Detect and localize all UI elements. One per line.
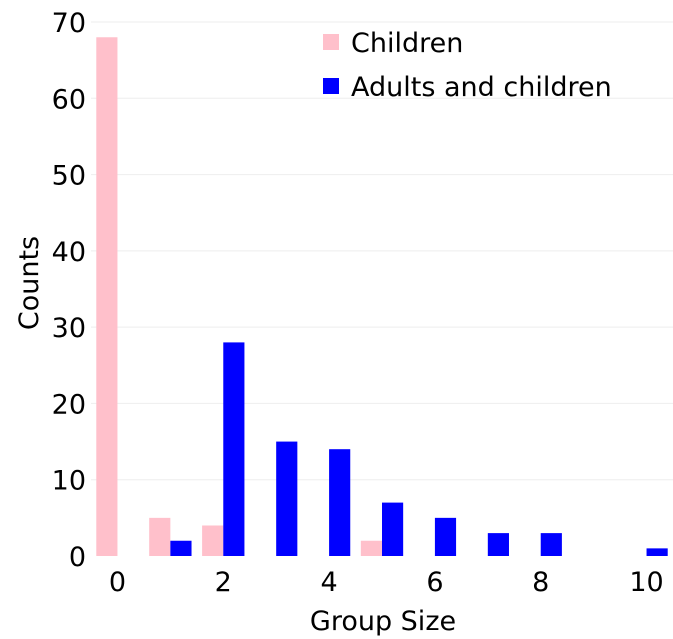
legend: Children Adults and children [323,28,612,103]
bar-adults-and-children [329,449,351,556]
bar-children [149,517,171,556]
x-tick-label: 2 [215,567,232,598]
y-tick-label: 50 [52,161,86,192]
bars [96,37,668,556]
x-tick-label: 6 [426,567,443,598]
legend-swatch [323,34,339,50]
gridlines [91,21,673,481]
y-axis-title: Counts [14,236,45,330]
x-tick-labels: 0 2 4 6 8 10 [109,567,664,598]
bar-adults-and-children [540,533,562,556]
bar-adults-and-children [487,533,509,556]
y-tick-label: 60 [52,84,86,115]
bar-adults-and-children [434,517,457,556]
legend-label: Children [351,28,463,59]
bar-adults-and-children [382,502,404,556]
y-tick-label: 10 [52,466,86,497]
bar-adults-and-children [276,441,298,556]
bar-children [96,37,118,556]
y-tick-label: 20 [52,389,86,420]
legend-label: Adults and children [351,72,612,103]
x-tick-label: 8 [532,567,549,598]
bar-children [202,525,224,556]
y-tick-label: 0 [69,542,86,573]
x-tick-label: 0 [109,567,126,598]
bar-adults-and-children [223,342,245,556]
y-tick-label: 70 [52,8,86,39]
bar-adults-and-children [646,548,668,556]
y-tick-label: 30 [52,313,86,344]
bar-adults-and-children [170,540,192,556]
y-tick-labels: 0 10 20 30 40 50 60 70 [52,8,86,573]
y-tick-label: 40 [52,237,86,268]
x-tick-label: 4 [320,567,337,598]
x-axis-title: Group Size [310,606,456,637]
x-tick-label: 10 [629,567,663,598]
legend-swatch [323,78,339,94]
bar-children [360,540,382,556]
